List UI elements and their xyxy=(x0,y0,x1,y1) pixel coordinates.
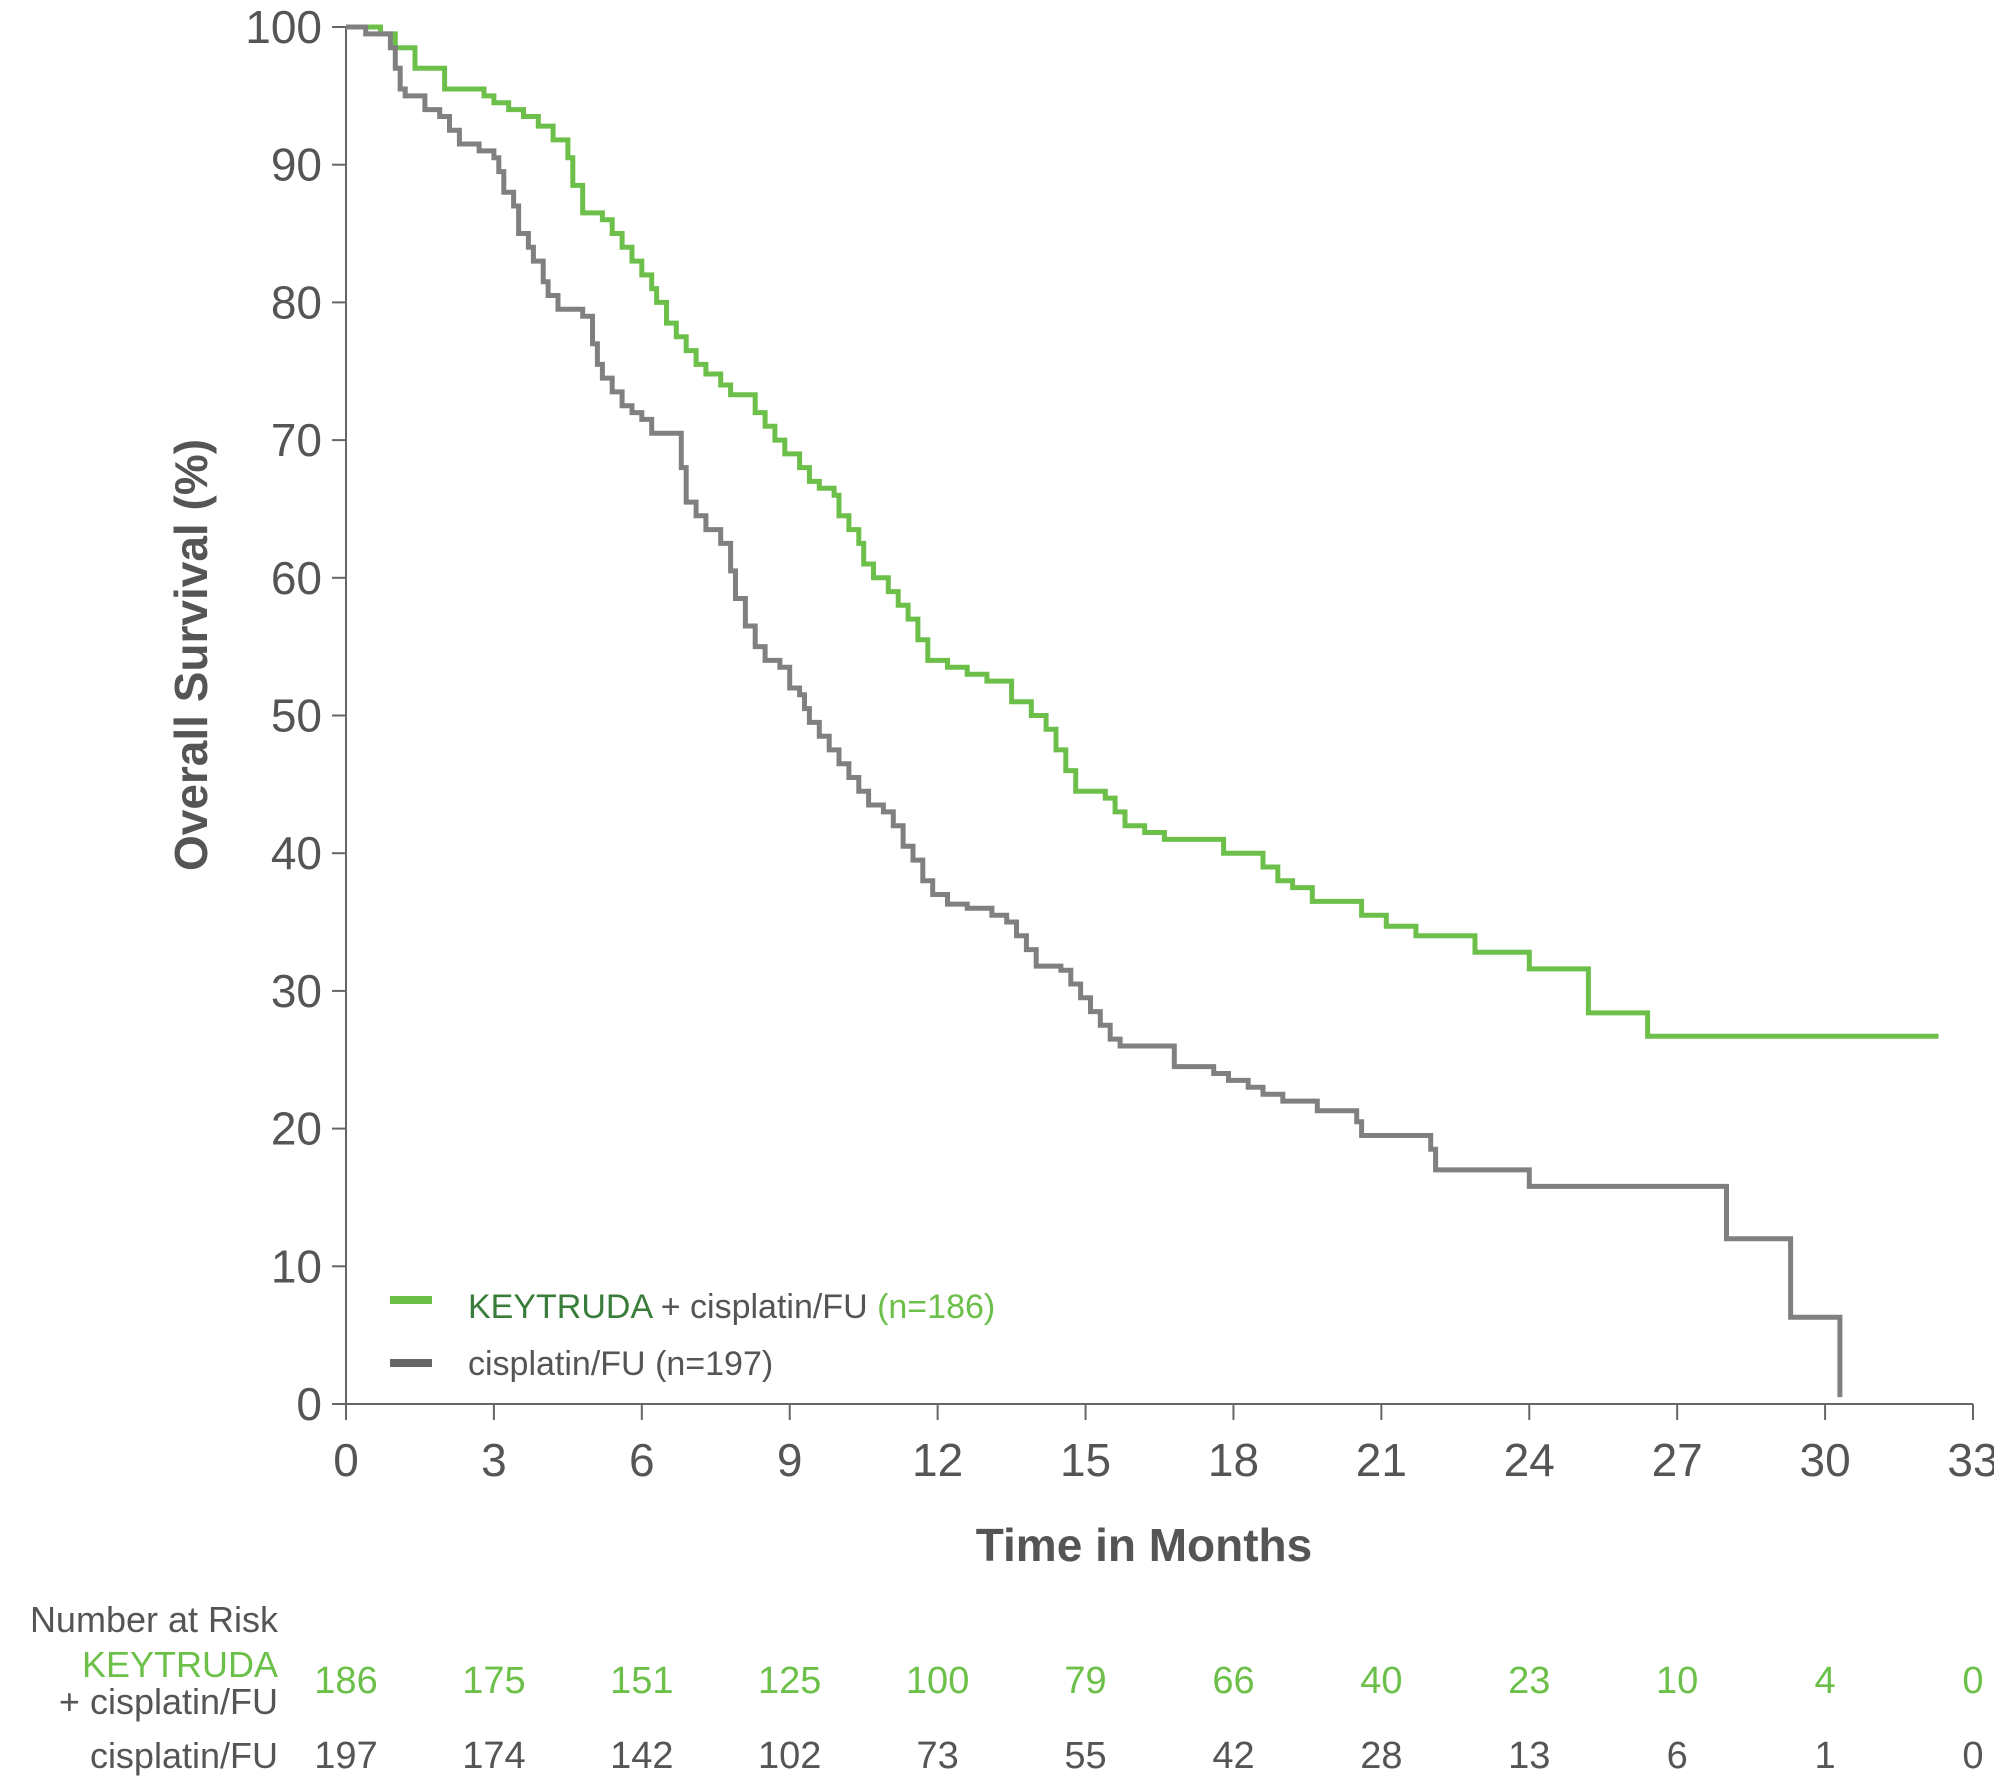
legend: KEYTRUDA + cisplatin/FU (n=186) cisplati… xyxy=(390,1288,995,1383)
x-tick-label: 33 xyxy=(1947,1434,1994,1486)
survival-curve-control xyxy=(346,24,1843,1398)
x-axis-title: Time in Months xyxy=(976,1519,1313,1571)
legend-keytruda-name: KEYTRUDA xyxy=(468,1288,653,1326)
risk-value-keytruda: 4 xyxy=(1815,1660,1836,1702)
legend-control-name: cisplatin/FU xyxy=(468,1345,655,1383)
y-axis-title: Overall Survival (%) xyxy=(165,439,217,871)
risk-value-control: 142 xyxy=(610,1735,673,1777)
risk-row-label-control: cisplatin/FU xyxy=(90,1735,278,1776)
y-ticks: 0 10 20 30 40 50 60 70 80 90 100 xyxy=(245,1,346,1430)
x-tick-label: 6 xyxy=(629,1434,655,1486)
legend-keytruda-n: (n=186) xyxy=(877,1288,995,1326)
risk-value-keytruda: 0 xyxy=(1962,1660,1983,1702)
risk-value-control: 197 xyxy=(314,1735,377,1777)
risk-table-header: Number at Risk xyxy=(30,1599,279,1640)
risk-value-keytruda: 125 xyxy=(758,1660,821,1702)
y-tick-label: 20 xyxy=(271,1103,322,1155)
x-tick-label: 21 xyxy=(1356,1434,1407,1486)
y-tick-label: 50 xyxy=(271,690,322,742)
risk-value-control: 55 xyxy=(1064,1735,1106,1777)
risk-row-label-keytruda-line2: + cisplatin/FU xyxy=(59,1681,278,1722)
risk-value-control: 73 xyxy=(916,1735,958,1777)
risk-value-control: 6 xyxy=(1667,1735,1688,1777)
x-tick-label: 12 xyxy=(912,1434,963,1486)
y-tick-label: 90 xyxy=(271,139,322,191)
risk-value-keytruda: 79 xyxy=(1064,1660,1106,1702)
legend-keytruda-rest: + cisplatin/FU xyxy=(651,1288,877,1326)
risk-value-control: 13 xyxy=(1508,1735,1550,1777)
survival-curves xyxy=(346,24,1939,1398)
x-tick-label: 15 xyxy=(1060,1434,1111,1486)
x-tick-label: 27 xyxy=(1652,1434,1703,1486)
x-tick-label: 30 xyxy=(1800,1434,1851,1486)
x-tick-label: 24 xyxy=(1504,1434,1555,1486)
x-tick-label: 9 xyxy=(777,1434,803,1486)
risk-value-keytruda: 66 xyxy=(1212,1660,1254,1702)
risk-value-control: 28 xyxy=(1360,1735,1402,1777)
y-tick-label: 80 xyxy=(271,276,322,328)
risk-value-control: 102 xyxy=(758,1735,821,1777)
legend-label-control: cisplatin/FU (n=197) xyxy=(468,1345,773,1383)
x-tick-label: 0 xyxy=(333,1434,359,1486)
x-tick-label: 18 xyxy=(1208,1434,1259,1486)
risk-value-keytruda: 186 xyxy=(314,1660,377,1702)
y-tick-label: 0 xyxy=(296,1378,322,1430)
risk-value-keytruda: 100 xyxy=(906,1660,969,1702)
risk-value-control: 1 xyxy=(1815,1735,1836,1777)
risk-value-control: 0 xyxy=(1962,1735,1983,1777)
risk-row-label-keytruda-line1: KEYTRUDA xyxy=(82,1644,278,1685)
risk-value-control: 42 xyxy=(1212,1735,1254,1777)
x-tick-label: 3 xyxy=(481,1434,507,1486)
risk-value-keytruda: 175 xyxy=(462,1660,525,1702)
y-tick-label: 70 xyxy=(271,414,322,466)
survival-curve-keytruda xyxy=(346,24,1939,1039)
number-at-risk-table: Number at Risk KEYTRUDA + cisplatin/FU c… xyxy=(30,1599,1984,1777)
y-tick-label: 10 xyxy=(271,1240,322,1292)
y-tick-label: 60 xyxy=(271,552,322,604)
x-ticks: 0 3 6 9 12 15 18 21 24 27 30 33 xyxy=(333,1404,1994,1486)
y-tick-label: 30 xyxy=(271,965,322,1017)
risk-value-control: 174 xyxy=(462,1735,525,1777)
risk-value-keytruda: 40 xyxy=(1360,1660,1402,1702)
risk-value-keytruda: 10 xyxy=(1656,1660,1698,1702)
risk-value-keytruda: 151 xyxy=(610,1660,673,1702)
legend-control-n: (n=197) xyxy=(655,1345,773,1383)
risk-value-keytruda: 23 xyxy=(1508,1660,1550,1702)
y-tick-label: 100 xyxy=(245,1,322,53)
y-tick-label: 40 xyxy=(271,827,322,879)
legend-label-keytruda: KEYTRUDA + cisplatin/FU (n=186) xyxy=(468,1288,995,1326)
